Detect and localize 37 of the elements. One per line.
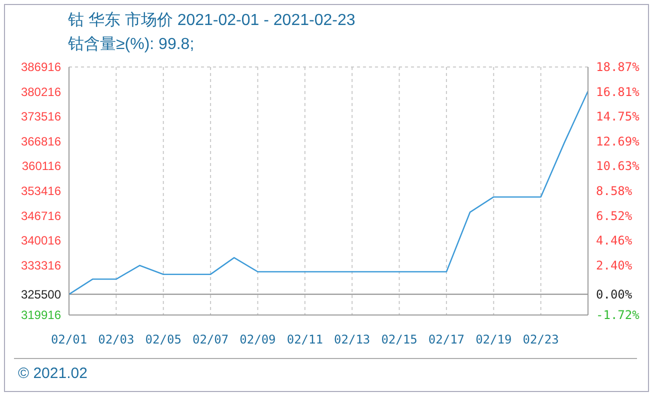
y-tick-label: 373516: [20, 110, 62, 124]
y-tick-label: 346716: [20, 208, 62, 223]
y2-tick-label: 14.75%: [596, 110, 640, 124]
y-tick-label: 380216: [20, 84, 62, 99]
y-tick-label: 319916: [20, 308, 62, 322]
y2-tick-label: 8.58%: [596, 184, 633, 198]
x-tick-label: 02/15: [381, 332, 418, 347]
x-tick-label: 02/19: [476, 332, 512, 347]
x-tick-label: 02/03: [98, 332, 134, 347]
x-tick-label: 02/13: [334, 332, 370, 347]
x-tick-label: 02/17: [428, 332, 465, 347]
x-tick-label: 02/09: [240, 332, 276, 347]
text: © 2021.02: [18, 365, 88, 382]
y-tick-label: 360116: [22, 159, 62, 174]
y2-tick-label: 6.52%: [596, 208, 633, 223]
x-tick-label: 02/07: [192, 332, 229, 347]
chart-subtitle: 钴含量≥(%): 99.8;: [68, 35, 194, 55]
y2-tick-label: 16.81%: [596, 84, 640, 99]
y2-tick-label: 12.69%: [596, 134, 640, 148]
y-tick-label: 353416: [20, 184, 62, 198]
line-series: [69, 90, 588, 295]
y2-tick-label: 18.87%: [596, 60, 640, 74]
y2-tick-label: 2.40%: [596, 258, 633, 272]
y-tick-label: 366816: [20, 134, 62, 148]
y2-tick-label: -1.72%: [596, 308, 640, 322]
x-tick-label: 02/23: [522, 332, 559, 347]
y2-tick-label: 4.46%: [596, 234, 633, 248]
x-tick-label: 02/01: [50, 332, 88, 347]
x-tick-label: 02/05: [145, 332, 182, 347]
x-tick-label: 02/11: [286, 332, 323, 347]
y-tick-label: 340016: [20, 234, 62, 248]
y-tick-label: 333316: [20, 258, 62, 272]
y2-tick-label: 0.00%: [596, 287, 633, 302]
y2-tick-label: 10.63%: [596, 159, 640, 174]
y-tick-label: 386916: [20, 60, 62, 74]
chart-title: 钴 华东 市场价 2021-02-01 - 2021-02-23: [68, 10, 356, 31]
y-tick-label: 325500: [20, 287, 62, 302]
